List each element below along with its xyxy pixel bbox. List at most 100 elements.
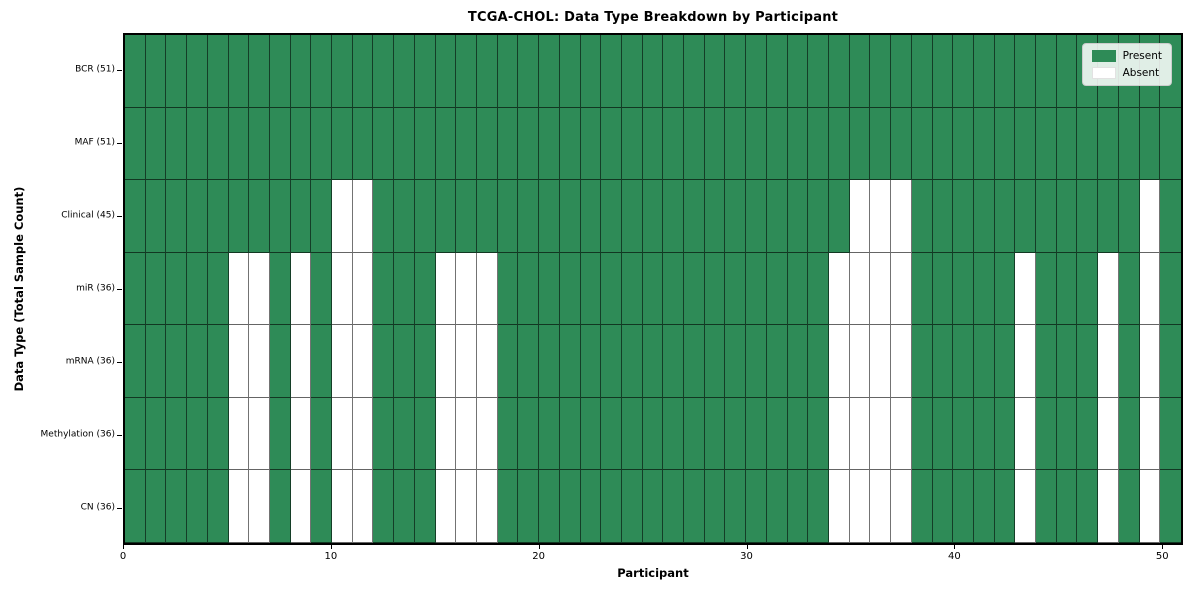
matrix-cell (829, 397, 850, 471)
matrix-cell (621, 180, 643, 253)
matrix-cell (1015, 252, 1037, 326)
matrix-cell (332, 180, 353, 253)
matrix-cell (1160, 470, 1181, 543)
matrix-cell (1056, 35, 1078, 108)
matrix-cell (642, 397, 664, 471)
matrix-cell (497, 397, 519, 471)
matrix-cell (849, 325, 871, 398)
matrix-cell (1015, 470, 1037, 543)
matrix-cell (125, 397, 146, 471)
matrix-cell (394, 252, 415, 326)
matrix-cell (352, 470, 374, 543)
matrix-cell (435, 107, 457, 181)
matrix-cell (125, 180, 146, 253)
matrix-cell (891, 180, 912, 253)
matrix-cell (808, 252, 829, 326)
matrix-cell (311, 252, 333, 326)
x-axis-tick (1162, 545, 1164, 549)
matrix-cell (1160, 397, 1181, 471)
matrix-cell (559, 470, 581, 543)
x-axis-tick-label: 0 (119, 551, 127, 562)
matrix-cell (477, 470, 498, 543)
matrix-cell (435, 35, 457, 108)
matrix-cell (891, 325, 912, 398)
matrix-cell (953, 252, 974, 326)
matrix-cell (539, 397, 560, 471)
matrix-cell (435, 252, 457, 326)
matrix-cell (1015, 35, 1037, 108)
matrix-cell (518, 470, 540, 543)
matrix-cell (932, 397, 954, 471)
matrix-cell (559, 107, 581, 181)
matrix-cell (870, 180, 892, 253)
matrix-cell (125, 470, 146, 543)
matrix-cell (249, 325, 270, 398)
matrix-cell (497, 470, 519, 543)
matrix-cell (373, 325, 395, 398)
matrix-cell (497, 180, 519, 253)
y-axis-tick (117, 508, 122, 510)
matrix-cell (932, 470, 954, 543)
matrix-cell (145, 35, 167, 108)
matrix-cell (269, 325, 291, 398)
matrix-cell (829, 470, 850, 543)
matrix-cell (269, 180, 291, 253)
matrix-cell (829, 252, 850, 326)
matrix-cell (1077, 180, 1099, 253)
matrix-cell (601, 107, 622, 181)
matrix-cell (808, 325, 829, 398)
matrix-cell (166, 325, 188, 398)
matrix-cell (207, 180, 229, 253)
matrix-cell (1118, 252, 1140, 326)
matrix-cell (394, 470, 415, 543)
matrix-cell (166, 107, 188, 181)
matrix-cell (456, 107, 477, 181)
matrix-cell (311, 107, 333, 181)
matrix-cell (642, 252, 664, 326)
matrix-cell (829, 325, 850, 398)
matrix-cell (746, 107, 767, 181)
legend-item-absent: Absent (1091, 67, 1162, 79)
matrix-cell (829, 180, 850, 253)
y-axis-tick (117, 142, 122, 144)
matrix-cell (746, 325, 767, 398)
matrix-cell (352, 397, 374, 471)
matrix-cell (518, 325, 540, 398)
matrix-cell (290, 325, 312, 398)
matrix-cell (580, 107, 602, 181)
matrix-cell (145, 397, 167, 471)
matrix-cell (746, 470, 767, 543)
matrix-cell (497, 252, 519, 326)
matrix-cell (1056, 252, 1078, 326)
y-axis-label: Data Type (Total Sample Count) (12, 186, 26, 392)
matrix-cell (746, 397, 767, 471)
matrix-cell (704, 107, 726, 181)
x-axis-tick (746, 545, 748, 549)
matrix-cell (1036, 107, 1057, 181)
matrix-cell (870, 35, 892, 108)
matrix-cell (414, 180, 436, 253)
matrix-cell (973, 252, 995, 326)
matrix-cell (228, 325, 250, 398)
matrix-cell (1118, 325, 1140, 398)
matrix-cell (911, 252, 933, 326)
matrix-cell (601, 35, 622, 108)
matrix-cell (414, 470, 436, 543)
x-axis-tick-label: 10 (324, 551, 338, 562)
matrix-cell (684, 325, 705, 398)
matrix-cell (973, 470, 995, 543)
matrix-cell (787, 470, 809, 543)
matrix-cell (456, 325, 477, 398)
matrix-cell (125, 252, 146, 326)
matrix-cell (704, 470, 726, 543)
matrix-cell (166, 35, 188, 108)
matrix-cell (849, 397, 871, 471)
matrix-cell (1036, 252, 1057, 326)
y-axis-tick-label: mRNA (36) (65, 356, 115, 367)
presence-matrix (125, 35, 1181, 543)
matrix-cell (187, 180, 208, 253)
matrix-cell (1036, 35, 1057, 108)
matrix-cell (621, 35, 643, 108)
matrix-cell (166, 470, 188, 543)
